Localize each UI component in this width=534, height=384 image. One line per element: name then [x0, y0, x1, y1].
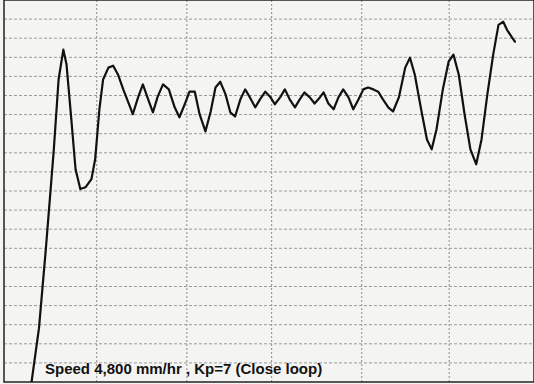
grid-line-y — [4, 267, 534, 268]
series-group — [32, 22, 515, 382]
grid-line-y — [4, 210, 534, 211]
title: Speed 4,800 mm/hr , Kp=7 (Close loop) — [45, 360, 322, 377]
grid-line-y — [4, 76, 534, 77]
grid-line-y — [4, 191, 534, 192]
grid-line-y — [4, 305, 534, 306]
grid-line-y — [4, 38, 534, 39]
grid-line-y — [4, 152, 534, 153]
chart: Speed 4,800 mm/hr , Kp=7 (Close loop) — [0, 0, 534, 384]
response-line — [32, 22, 515, 382]
grid-line-y — [4, 171, 534, 172]
grid-line-y — [4, 324, 534, 325]
grid-line-y — [4, 343, 534, 344]
plot-frame — [4, 0, 534, 382]
grid-line-y — [4, 114, 534, 115]
grid-line-y — [4, 133, 534, 134]
grid-line-y — [4, 248, 534, 249]
grid-line-y — [4, 19, 534, 20]
grid-line-y — [4, 229, 534, 230]
grid — [4, 0, 534, 382]
grid-line-y — [4, 286, 534, 287]
